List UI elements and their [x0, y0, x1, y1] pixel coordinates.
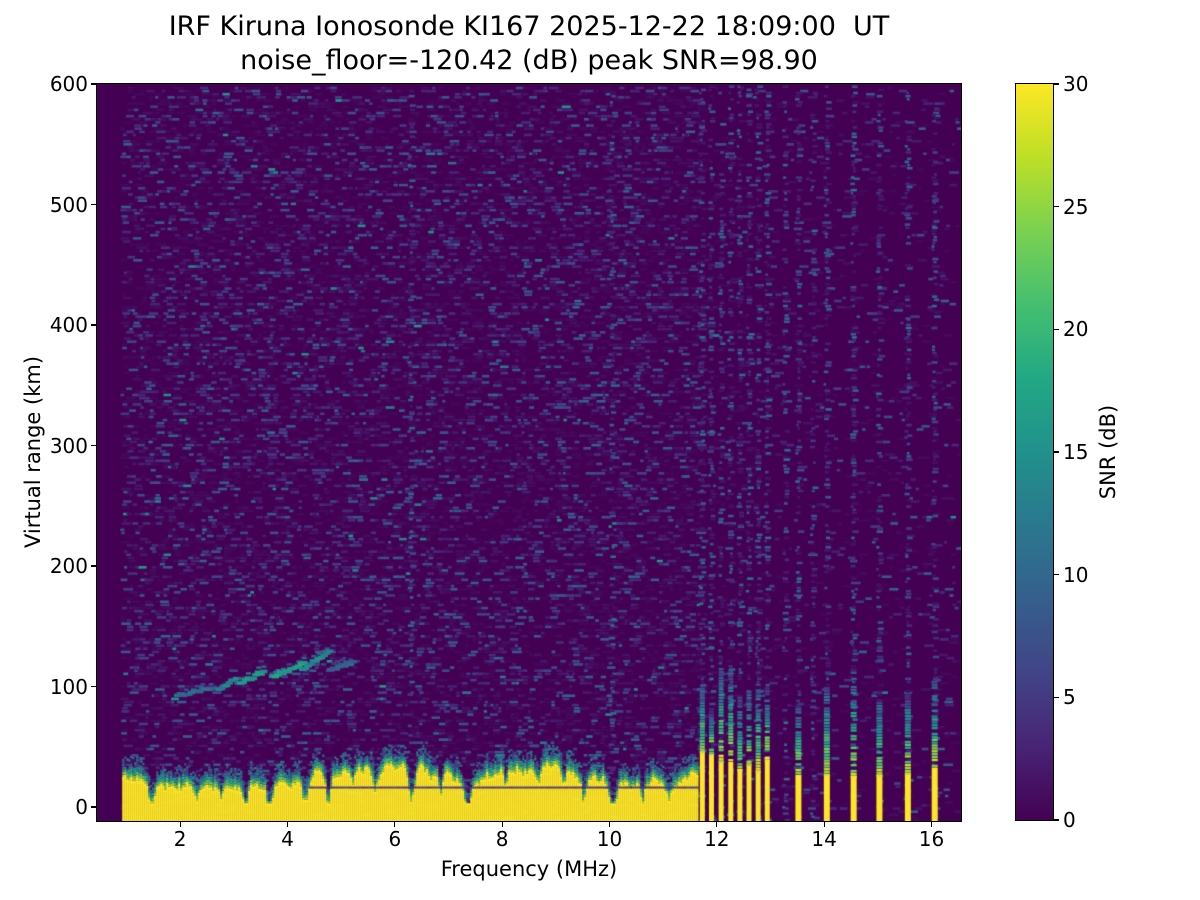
colorbar-tick-label: 5: [1063, 685, 1076, 710]
y-tick-mark: [91, 806, 96, 808]
x-tick-mark: [716, 822, 718, 827]
x-tick-label: 8: [495, 827, 509, 851]
colorbar-tick-mark: [1054, 574, 1059, 576]
x-tick-label: 4: [281, 827, 294, 851]
x-tick-mark: [501, 822, 503, 827]
y-tick-mark: [91, 565, 96, 567]
y-tick-mark: [91, 685, 96, 688]
x-tick-mark: [286, 822, 289, 827]
y-tick-label: 400: [49, 313, 88, 337]
x-tick-label: 2: [173, 827, 187, 851]
y-tick-label: 500: [49, 192, 88, 217]
colorbar-tick-mark: [1054, 206, 1059, 208]
x-tick-mark: [394, 822, 396, 827]
y-tick-mark: [91, 83, 96, 85]
colorbar-label: SNR (dB): [1096, 404, 1120, 500]
colorbar-tick-mark: [1054, 83, 1059, 85]
colorbar-tick-label: 20: [1063, 317, 1089, 342]
ionogram-heatmap: [97, 84, 961, 821]
y-tick-label: 100: [49, 674, 88, 699]
y-tick-mark: [91, 203, 96, 206]
colorbar-tick-label: 15: [1063, 440, 1089, 464]
x-tick-mark: [930, 822, 933, 827]
y-tick-label: 0: [75, 795, 88, 820]
colorbar-tick-mark: [1054, 328, 1059, 330]
colorbar-tick-mark: [1054, 451, 1059, 453]
x-tick-label: 12: [704, 827, 730, 851]
x-tick-mark: [823, 822, 825, 827]
y-tick-label: 300: [49, 433, 88, 458]
colorbar-tick-label: 10: [1063, 562, 1089, 587]
x-tick-mark: [179, 822, 181, 827]
x-tick-label: 16: [918, 827, 945, 851]
figure-subtitle: noise_floor=-120.42 (dB) peak SNR=98.90: [240, 45, 818, 76]
plot-frame: [95, 82, 963, 823]
colorbar-tick-label: 25: [1063, 194, 1089, 219]
y-tick-label: 200: [49, 554, 88, 578]
colorbar: [1014, 82, 1055, 822]
figure-title: IRF Kiruna Ionosonde KI167 2025-12-22 18…: [168, 11, 890, 42]
x-tick-label: 10: [596, 827, 623, 851]
x-tick-label: 14: [811, 827, 837, 851]
y-tick-mark: [91, 444, 96, 447]
colorbar-tick-label: 0: [1063, 808, 1076, 832]
colorbar-tick-label: 30: [1063, 72, 1089, 96]
x-tick-mark: [608, 822, 611, 827]
x-axis-label: Frequency (MHz): [440, 857, 618, 881]
y-axis-label: Virtual range (km): [21, 355, 45, 549]
colorbar-tick-mark: [1054, 696, 1059, 698]
colorbar-tick-mark: [1054, 819, 1059, 821]
y-tick-label: 600: [49, 72, 88, 96]
y-tick-mark: [91, 324, 96, 326]
x-tick-label: 6: [388, 827, 402, 851]
